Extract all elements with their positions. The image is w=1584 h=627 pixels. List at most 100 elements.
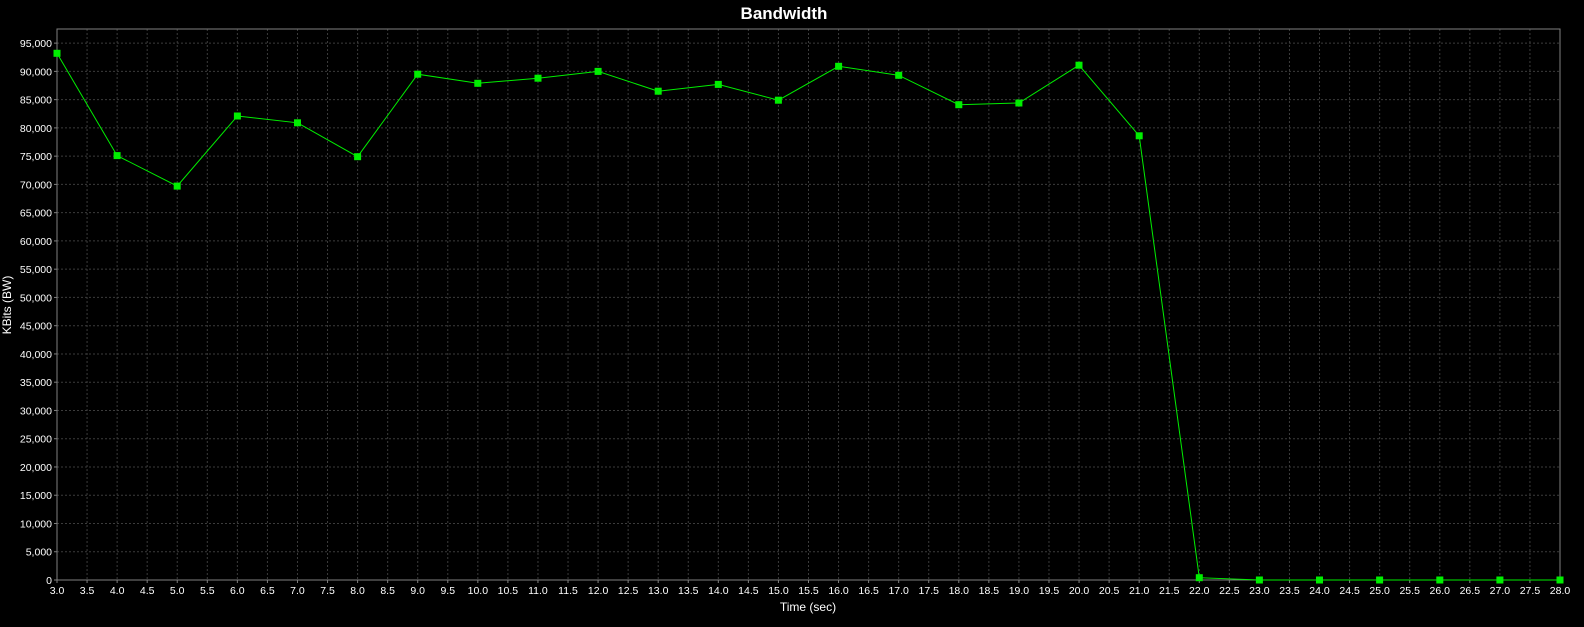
x-tick-label: 4.5 xyxy=(140,585,155,597)
x-axis-label: Time (sec) xyxy=(780,600,836,614)
x-tick-label: 15.0 xyxy=(768,585,789,597)
x-tick-label: 27.5 xyxy=(1520,585,1541,597)
y-tick-label: 25,000 xyxy=(20,434,52,446)
data-point-marker xyxy=(1015,99,1023,107)
data-point-marker xyxy=(534,74,542,82)
x-tick-label: 10.5 xyxy=(498,585,519,597)
bandwidth-series-line xyxy=(56,53,1560,581)
data-point-marker xyxy=(1255,576,1263,584)
y-tick-label: 90,000 xyxy=(20,66,52,78)
x-tick-label: 13.5 xyxy=(678,585,699,597)
data-point-marker xyxy=(1556,576,1564,584)
x-tick-label: 27.0 xyxy=(1490,585,1511,597)
x-tick-label: 14.0 xyxy=(708,585,729,597)
x-tick-label: 23.5 xyxy=(1279,585,1300,597)
x-tick-label: 25.5 xyxy=(1399,585,1420,597)
x-tick-label: 12.0 xyxy=(588,585,609,597)
data-point-marker xyxy=(233,112,241,120)
data-point-marker xyxy=(1075,61,1083,69)
series-layer xyxy=(53,49,1564,584)
x-tick-label: 13.0 xyxy=(648,585,669,597)
y-tick-label: 70,000 xyxy=(20,179,52,191)
x-tick-label: 4.0 xyxy=(110,585,125,597)
x-tick-label: 23.0 xyxy=(1249,585,1270,597)
y-tick-label: 55,000 xyxy=(20,264,52,276)
x-tick-label: 20.0 xyxy=(1069,585,1090,597)
data-point-marker xyxy=(1376,576,1384,584)
y-tick-label: 95,000 xyxy=(20,38,52,50)
y-axis-label: KBits (BW) xyxy=(0,276,14,335)
x-tick-label: 16.0 xyxy=(828,585,849,597)
x-tick-label: 21.5 xyxy=(1159,585,1180,597)
data-point-marker xyxy=(474,79,482,87)
y-tick-label: 80,000 xyxy=(20,123,52,135)
y-tick-label: 75,000 xyxy=(20,151,52,163)
data-point-marker xyxy=(294,119,301,127)
x-tick-label: 5.0 xyxy=(170,585,185,597)
data-point-marker xyxy=(835,62,843,70)
x-tick-label: 9.5 xyxy=(440,585,455,597)
data-point-marker xyxy=(955,101,963,109)
y-tick-label: 45,000 xyxy=(20,321,52,333)
x-tick-label: 20.5 xyxy=(1099,585,1120,597)
y-tick-label: 40,000 xyxy=(20,349,52,361)
data-point-marker xyxy=(774,96,782,104)
data-point-marker xyxy=(1316,576,1323,584)
x-tick-label: 6.5 xyxy=(260,585,275,597)
x-tick-label: 22.0 xyxy=(1189,585,1210,597)
data-point-marker xyxy=(895,71,903,79)
grid-layer xyxy=(56,29,1561,581)
x-tick-label: 11.0 xyxy=(528,585,548,597)
y-tick-label: 50,000 xyxy=(20,292,52,304)
data-point-marker xyxy=(714,80,722,88)
y-tick-label: 5,000 xyxy=(26,547,52,559)
data-point-marker xyxy=(53,49,61,57)
y-tick-label: 35,000 xyxy=(20,377,52,389)
x-tick-label: 26.5 xyxy=(1460,585,1481,597)
x-tick-label: 10.0 xyxy=(468,585,489,597)
x-tick-label: 12.5 xyxy=(618,585,639,597)
data-point-marker xyxy=(1496,576,1504,584)
x-tick-label: 3.5 xyxy=(80,585,95,597)
x-tick-label: 3.0 xyxy=(50,585,65,597)
data-point-marker xyxy=(113,152,121,160)
x-tick-label: 16.5 xyxy=(858,585,879,597)
x-tick-label: 22.5 xyxy=(1219,585,1240,597)
x-tick-label: 6.0 xyxy=(230,585,245,597)
y-tick-label: 85,000 xyxy=(20,95,52,107)
data-point-marker xyxy=(1135,132,1143,140)
data-point-marker xyxy=(414,70,422,78)
x-tick-label: 11.5 xyxy=(558,585,578,597)
x-tick-label: 8.5 xyxy=(380,585,395,597)
x-tick-label: 26.0 xyxy=(1430,585,1451,597)
x-tick-label: 17.0 xyxy=(888,585,909,597)
data-point-marker xyxy=(173,182,181,190)
data-point-marker xyxy=(594,67,602,75)
y-tick-label: 10,000 xyxy=(20,518,52,530)
tick-labels: 3.0 3.5 4.0 4.5 5.0 5.5 6.0 6.5 7.0 7.5 8.0 8.5 9.0 9… xyxy=(20,38,1571,597)
data-point-marker xyxy=(1436,576,1444,584)
x-tick-label: 7.0 xyxy=(290,585,305,597)
y-tick-label: 60,000 xyxy=(20,236,52,248)
x-tick-label: 19.0 xyxy=(1009,585,1030,597)
data-point-marker xyxy=(354,153,362,161)
x-tick-label: 21.0 xyxy=(1129,585,1150,597)
x-tick-label: 9.0 xyxy=(410,585,425,597)
x-tick-label: 18.0 xyxy=(949,585,970,597)
x-tick-label: 14.5 xyxy=(738,585,759,597)
chart-title: Bandwidth xyxy=(741,4,828,23)
x-tick-label: 5.5 xyxy=(200,585,215,597)
data-point-marker xyxy=(654,87,662,95)
x-tick-label: 17.5 xyxy=(919,585,940,597)
y-tick-label: 65,000 xyxy=(20,208,52,220)
x-tick-label: 7.5 xyxy=(320,585,335,597)
x-tick-label: 19.5 xyxy=(1039,585,1060,597)
x-tick-label: 8.0 xyxy=(350,585,365,597)
x-tick-label: 24.0 xyxy=(1309,585,1330,597)
x-tick-label: 25.0 xyxy=(1369,585,1390,597)
x-tick-label: 28.0 xyxy=(1550,585,1571,597)
data-point-marker xyxy=(1195,574,1203,582)
y-tick-label: 20,000 xyxy=(20,462,52,474)
